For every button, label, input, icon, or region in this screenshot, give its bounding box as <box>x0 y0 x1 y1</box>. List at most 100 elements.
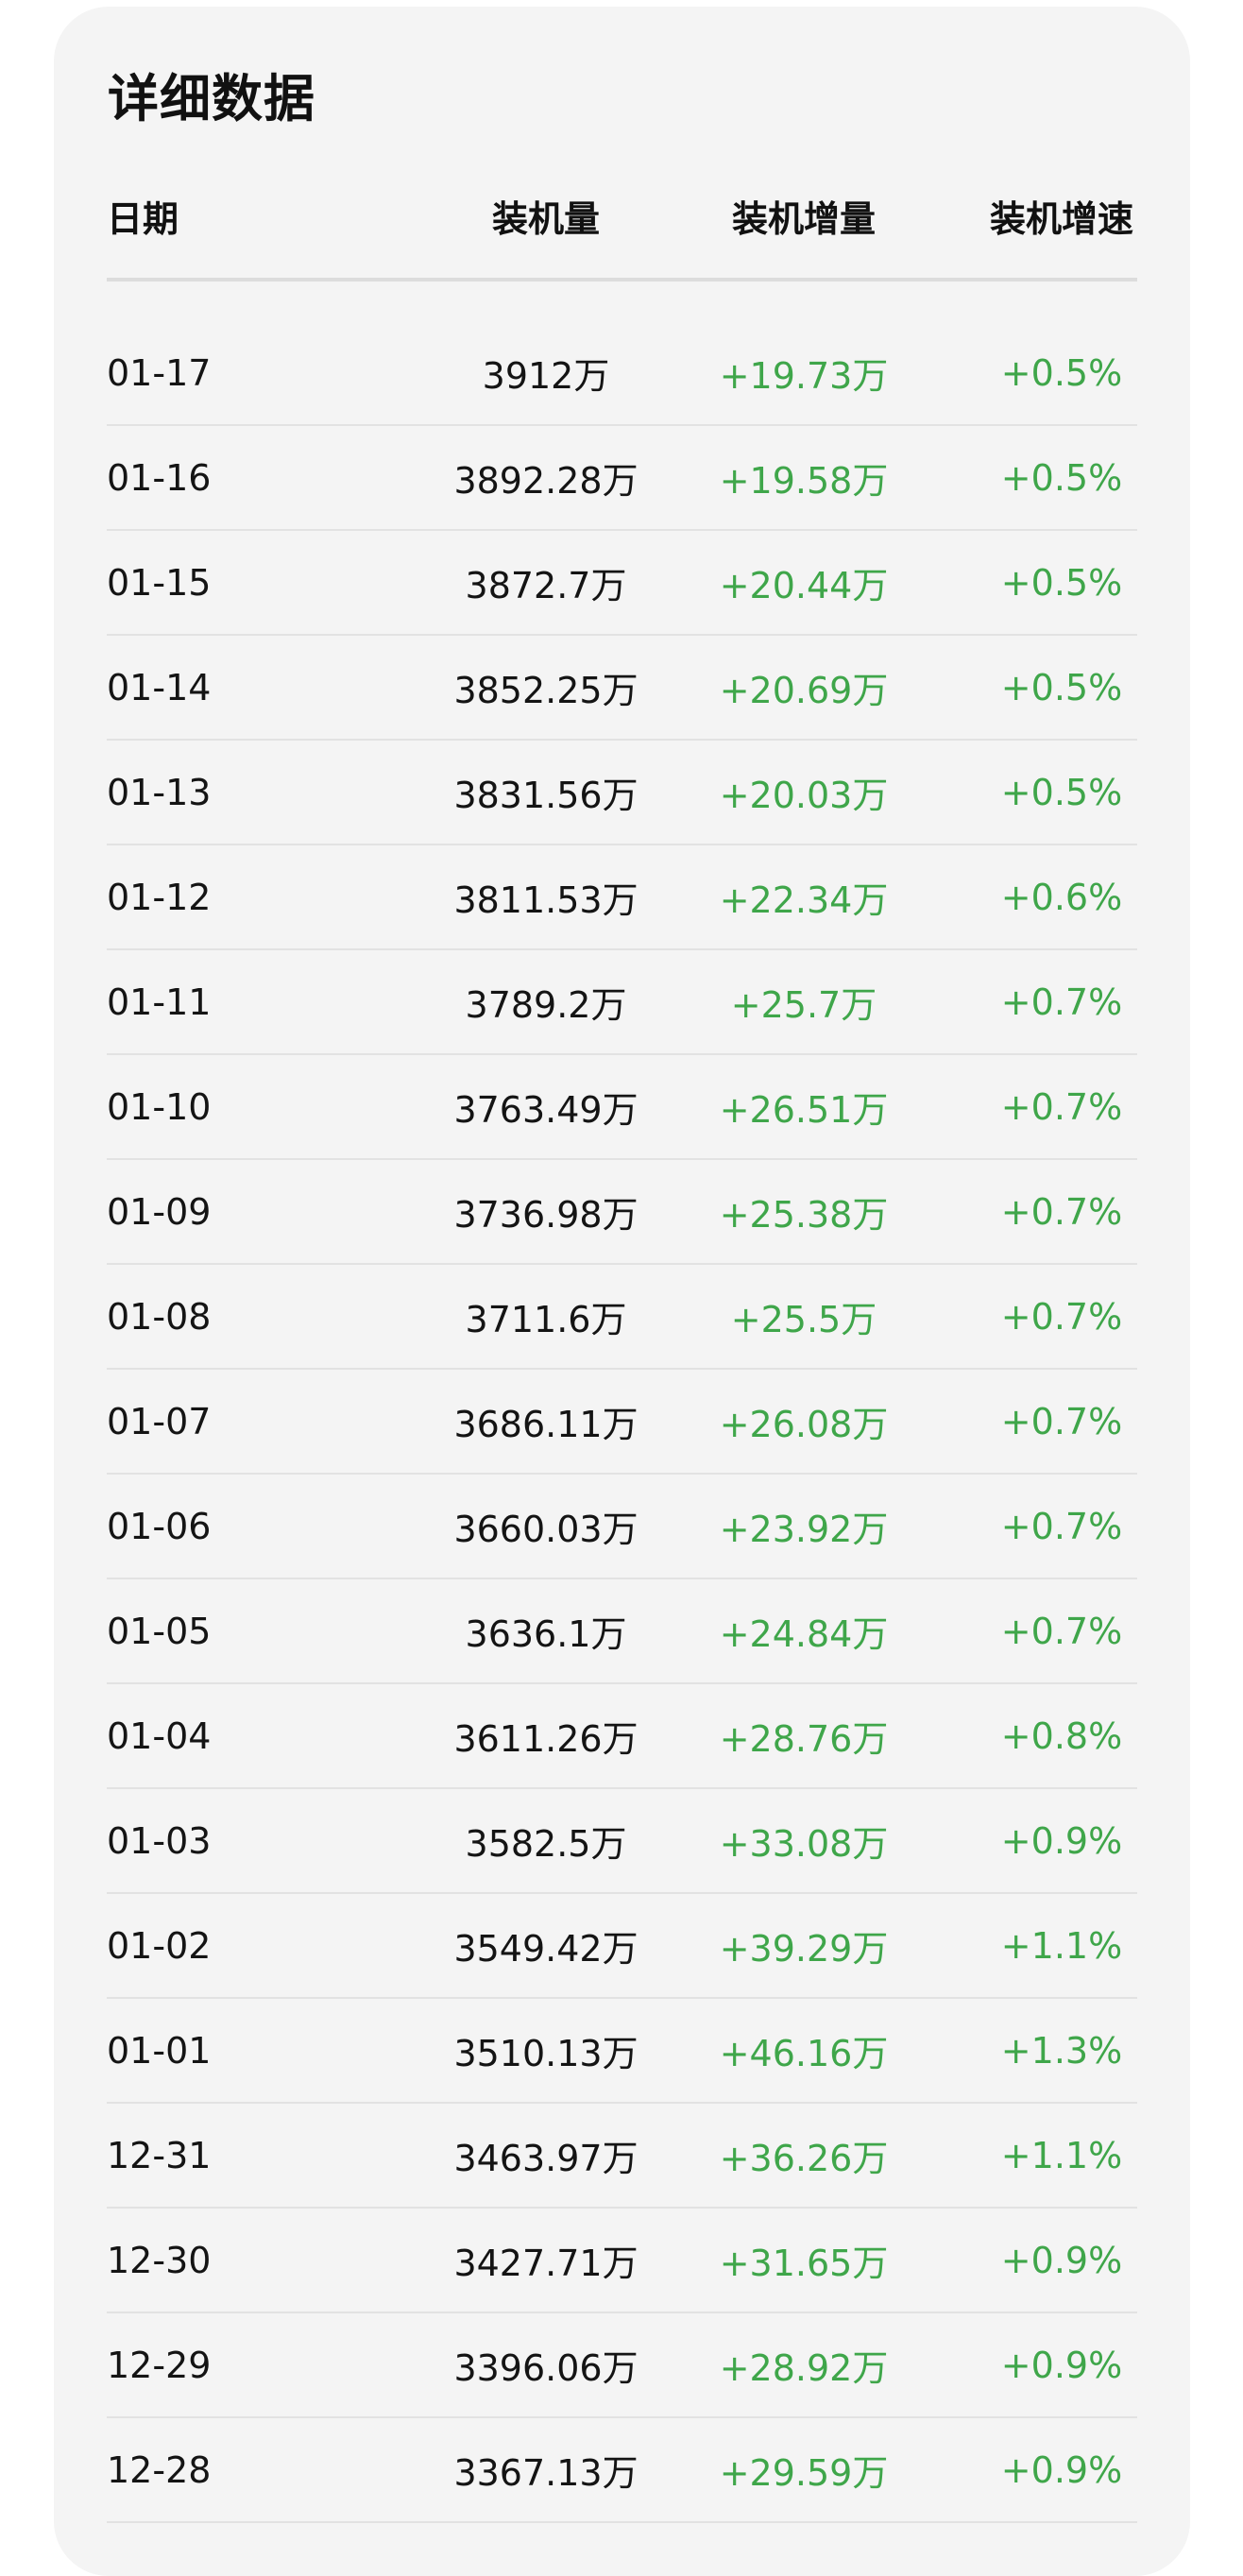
row-increase: +31.65万 <box>719 2243 889 2284</box>
row-increase: +20.69万 <box>719 670 889 711</box>
row-date: 01-03 <box>107 1819 212 1862</box>
row-increase: +25.38万 <box>719 1194 889 1236</box>
row-rate: +1.3% <box>1000 2029 1123 2072</box>
row-increase: +33.08万 <box>719 1823 889 1865</box>
row-rate: +0.7% <box>1000 1190 1123 1233</box>
row-rate: +1.1% <box>1000 2134 1123 2176</box>
row-date: 01-11 <box>107 981 212 1023</box>
row-rate: +0.5% <box>1000 351 1123 394</box>
row-rate: +0.8% <box>1000 1714 1123 1757</box>
section-title: 详细数据 <box>108 69 315 128</box>
row-date: 12-29 <box>107 2344 212 2386</box>
row-date: 01-02 <box>107 1924 212 1967</box>
header-divider <box>107 278 1137 281</box>
detail-data-card: 详细数据 日期 装机量 装机增量 装机增速 <box>54 7 1190 2576</box>
row-increase: +28.76万 <box>719 1718 889 1760</box>
row-increase: +23.92万 <box>719 1509 889 1550</box>
row-total: 3396.06万 <box>453 2347 639 2389</box>
row-total: 3711.6万 <box>465 1299 627 1340</box>
table-row: 12-30 3427.71万 +31.65万 +0.9% <box>107 2209 1137 2313</box>
table-row: 01-04 3611.26万 +28.76万 +0.8% <box>107 1684 1137 1789</box>
row-date: 01-12 <box>107 876 212 918</box>
row-total: 3636.1万 <box>465 1613 627 1655</box>
row-rate: +0.7% <box>1000 1400 1123 1442</box>
row-rate: +0.5% <box>1000 561 1123 604</box>
header-date: 日期 <box>107 197 179 240</box>
row-date: 12-31 <box>107 2134 212 2176</box>
row-date: 01-10 <box>107 1085 212 1128</box>
header-rate: 装机增速 <box>990 197 1134 240</box>
row-date: 12-28 <box>107 2448 212 2491</box>
row-total: 3852.25万 <box>453 670 639 711</box>
row-increase: +20.03万 <box>719 775 889 816</box>
table-row: 01-07 3686.11万 +26.08万 +0.7% <box>107 1370 1137 1475</box>
row-rate: +0.5% <box>1000 666 1123 708</box>
row-increase: +29.59万 <box>719 2452 889 2494</box>
table-row: 01-09 3736.98万 +25.38万 +0.7% <box>107 1160 1137 1265</box>
row-date: 01-08 <box>107 1295 212 1338</box>
row-increase: +19.73万 <box>719 355 889 397</box>
row-increase: +25.5万 <box>730 1299 877 1340</box>
row-date: 01-14 <box>107 666 212 708</box>
row-total: 3892.28万 <box>453 460 639 502</box>
row-total: 3912万 <box>482 355 610 397</box>
row-date: 01-09 <box>107 1190 212 1233</box>
row-date: 01-07 <box>107 1400 212 1442</box>
row-increase: +26.51万 <box>719 1089 889 1131</box>
row-increase: +26.08万 <box>719 1404 889 1445</box>
row-rate: +0.9% <box>1000 1819 1123 1862</box>
table-header: 日期 装机量 装机增量 装机增速 <box>107 182 1137 248</box>
row-increase: +46.16万 <box>719 2033 889 2074</box>
row-rate: +0.7% <box>1000 981 1123 1023</box>
row-increase: +20.44万 <box>719 565 889 606</box>
row-total: 3686.11万 <box>453 1404 639 1445</box>
row-total: 3811.53万 <box>453 879 639 921</box>
table-row: 01-10 3763.49万 +26.51万 +0.7% <box>107 1055 1137 1160</box>
table-row: 01-17 3912万 +19.73万 +0.5% <box>107 321 1137 426</box>
table-row: 01-12 3811.53万 +22.34万 +0.6% <box>107 845 1137 950</box>
row-increase: +19.58万 <box>719 460 889 502</box>
row-rate: +0.7% <box>1000 1295 1123 1338</box>
row-rate: +0.7% <box>1000 1085 1123 1128</box>
row-rate: +0.7% <box>1000 1505 1123 1547</box>
table-row: 01-03 3582.5万 +33.08万 +0.9% <box>107 1789 1137 1894</box>
row-total: 3611.26万 <box>453 1718 639 1760</box>
table-row: 12-28 3367.13万 +29.59万 +0.9% <box>107 2418 1137 2523</box>
row-total: 3789.2万 <box>465 984 627 1026</box>
table-row: 01-08 3711.6万 +25.5万 +0.7% <box>107 1265 1137 1370</box>
row-date: 01-04 <box>107 1714 212 1757</box>
row-rate: +0.7% <box>1000 1610 1123 1652</box>
row-total: 3736.98万 <box>453 1194 639 1236</box>
table-row: 01-16 3892.28万 +19.58万 +0.5% <box>107 426 1137 531</box>
row-date: 01-13 <box>107 771 212 813</box>
row-increase: +28.92万 <box>719 2347 889 2389</box>
row-total: 3831.56万 <box>453 775 639 816</box>
row-increase: +24.84万 <box>719 1613 889 1655</box>
header-increase: 装机增量 <box>732 197 877 240</box>
table-row: 01-06 3660.03万 +23.92万 +0.7% <box>107 1475 1137 1579</box>
row-total: 3463.97万 <box>453 2138 639 2179</box>
row-total: 3549.42万 <box>453 1928 639 1970</box>
row-date: 01-17 <box>107 351 212 394</box>
table-row: 01-05 3636.1万 +24.84万 +0.7% <box>107 1579 1137 1684</box>
row-rate: +0.9% <box>1000 2448 1123 2491</box>
row-date: 12-30 <box>107 2239 212 2281</box>
row-total: 3660.03万 <box>453 1509 639 1550</box>
table-row: 01-14 3852.25万 +20.69万 +0.5% <box>107 636 1137 741</box>
row-total: 3582.5万 <box>465 1823 627 1865</box>
table-row: 12-29 3396.06万 +28.92万 +0.9% <box>107 2313 1137 2418</box>
row-date: 01-16 <box>107 456 212 499</box>
row-rate: +0.9% <box>1000 2239 1123 2281</box>
row-increase: +22.34万 <box>719 879 889 921</box>
row-rate: +0.6% <box>1000 876 1123 918</box>
row-total: 3427.71万 <box>453 2243 639 2284</box>
row-rate: +1.1% <box>1000 1924 1123 1967</box>
row-date: 01-01 <box>107 2029 212 2072</box>
row-rate: +0.5% <box>1000 771 1123 813</box>
header-total: 装机量 <box>491 197 600 240</box>
table-row: 01-11 3789.2万 +25.7万 +0.7% <box>107 950 1137 1055</box>
row-date: 01-15 <box>107 561 212 604</box>
row-total: 3510.13万 <box>453 2033 639 2074</box>
row-increase: +25.7万 <box>730 984 877 1026</box>
table-row: 01-13 3831.56万 +20.03万 +0.5% <box>107 741 1137 845</box>
